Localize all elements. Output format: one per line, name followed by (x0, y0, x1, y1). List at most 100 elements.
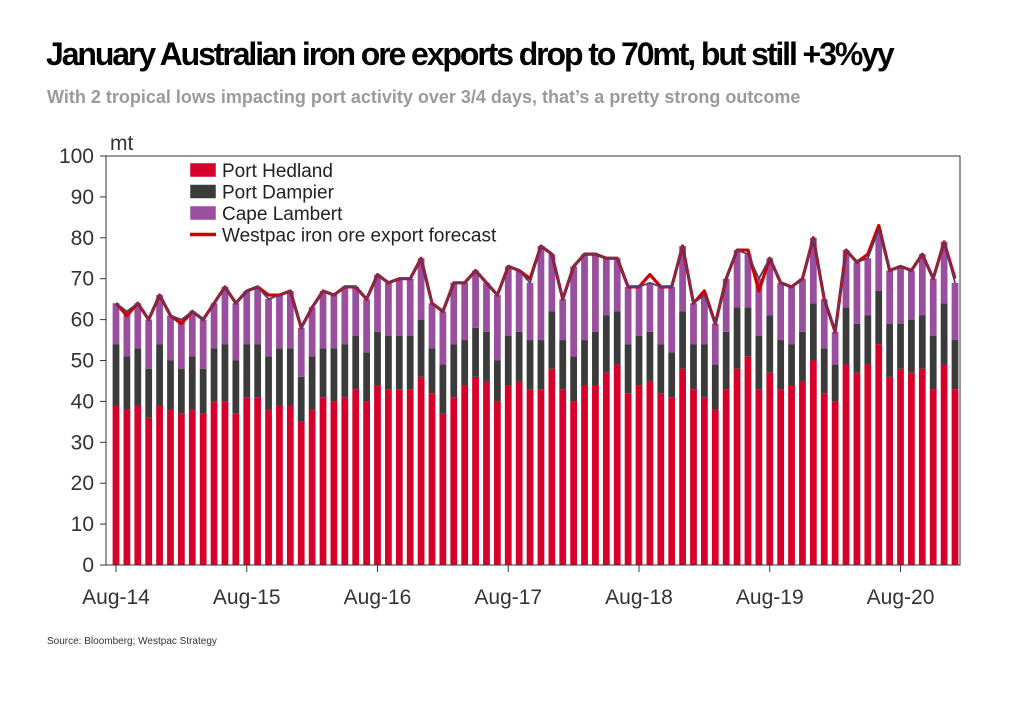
bar-port-dampier (690, 344, 697, 390)
bar-port-hedland (744, 356, 752, 565)
bar-port-hedland (548, 368, 556, 565)
bar-port-dampier (439, 364, 447, 414)
bar-cape-lambert (363, 299, 370, 353)
bar-port-hedland (581, 385, 588, 565)
bar-cape-lambert (286, 290, 294, 349)
bar-cape-lambert (297, 327, 305, 377)
bar-cape-lambert (134, 303, 142, 349)
bar-port-hedland (385, 389, 392, 565)
bar-port-hedland (613, 364, 621, 565)
y-tick-label: 40 (71, 390, 94, 413)
bar-cape-lambert (918, 254, 926, 316)
bar-port-hedland (450, 397, 458, 565)
bar-cape-lambert (646, 282, 654, 332)
bar-cape-lambert (701, 295, 708, 345)
legend-label: Cape Lambert (222, 204, 343, 225)
bar-port-hedland (831, 401, 839, 565)
bar-cape-lambert (624, 286, 632, 345)
bar-cape-lambert (417, 258, 425, 320)
bar-cape-lambert (265, 299, 272, 357)
bar-port-hedland (145, 417, 153, 565)
bar-port-hedland (243, 397, 251, 565)
bar-port-dampier (395, 335, 403, 390)
bar-cape-lambert (319, 290, 327, 349)
bar-port-dampier (799, 331, 806, 381)
bar-port-hedland (635, 385, 643, 565)
bar-cape-lambert (156, 295, 163, 345)
bar-cape-lambert (711, 323, 719, 365)
chart-subtitle: With 2 tropical lows impacting port acti… (47, 87, 801, 107)
bar-port-hedland (526, 389, 534, 565)
y-tick-label: 70 (71, 268, 94, 291)
bar-port-hedland (504, 385, 512, 565)
bar-port-hedland (428, 393, 436, 565)
y-unit-label: mt (110, 132, 133, 155)
bar-port-dampier (820, 348, 828, 394)
bar-port-dampier (145, 368, 153, 418)
bar-port-dampier (722, 331, 730, 390)
bar-port-hedland (439, 413, 447, 565)
bar-port-dampier (548, 311, 556, 369)
bar-cape-lambert (744, 254, 752, 308)
bar-port-hedland (886, 376, 894, 565)
legend-label: Port Hedland (222, 161, 333, 182)
bar-port-hedland (657, 393, 665, 565)
bar-cape-lambert (886, 270, 894, 324)
bar-cape-lambert (602, 258, 610, 316)
bar-cape-lambert (177, 319, 185, 369)
bar-cape-lambert (690, 303, 697, 345)
bar-group (112, 229, 959, 565)
bar-port-hedland (646, 380, 654, 565)
y-tick-label: 100 (59, 145, 94, 168)
bar-cape-lambert (755, 278, 763, 336)
chart-title: January Australian iron ore exports drop… (46, 36, 895, 72)
legend-swatch (189, 205, 217, 221)
bar-port-hedland (602, 372, 610, 565)
bar-cape-lambert (864, 258, 872, 316)
bar-port-dampier (406, 335, 414, 390)
bar-cape-lambert (112, 303, 120, 345)
bar-cape-lambert (875, 229, 883, 291)
bar-port-dampier (559, 340, 567, 390)
bar-port-hedland (319, 397, 327, 565)
bar-port-dampier (897, 323, 904, 369)
bar-port-hedland (690, 389, 697, 565)
bar-port-dampier (428, 348, 436, 394)
bar-cape-lambert (842, 250, 850, 308)
bar-port-dampier (483, 331, 490, 381)
bar-port-hedland (134, 405, 142, 565)
bar-port-hedland (210, 401, 218, 565)
bar-cape-lambert (276, 295, 283, 349)
bar-cape-lambert (395, 278, 403, 336)
source-note: Source: Bloomberg; Westpac Strategy (47, 636, 217, 647)
bar-cape-lambert (679, 245, 686, 312)
bar-port-hedland (308, 409, 316, 565)
bar-port-hedland (820, 393, 828, 565)
bar-port-hedland (788, 385, 795, 565)
bar-port-hedland (592, 385, 599, 565)
y-tick-label: 20 (71, 472, 94, 495)
bar-cape-lambert (210, 303, 218, 349)
bar-port-dampier (744, 307, 752, 357)
bar-port-hedland (276, 405, 283, 565)
bar-port-dampier (711, 364, 719, 410)
bar-port-dampier (276, 348, 283, 406)
bar-port-dampier (755, 335, 763, 390)
bar-cape-lambert (167, 315, 174, 361)
bar-cape-lambert (221, 286, 229, 345)
bar-port-dampier (504, 335, 512, 386)
bar-port-dampier (646, 331, 654, 381)
bar-port-dampier (908, 319, 915, 373)
bar-port-dampier (570, 356, 578, 402)
bar-port-hedland (177, 413, 185, 565)
bar-port-hedland (570, 401, 578, 565)
bar-port-dampier (929, 335, 937, 390)
bar-cape-lambert (668, 286, 676, 353)
bar-port-hedland (559, 389, 567, 565)
bar-port-dampier (341, 344, 349, 398)
bar-cape-lambert (493, 295, 501, 361)
bar-cape-lambert (929, 278, 937, 336)
bar-port-dampier (243, 344, 251, 398)
bar-port-hedland (112, 405, 120, 565)
bar-cape-lambert (145, 319, 153, 369)
